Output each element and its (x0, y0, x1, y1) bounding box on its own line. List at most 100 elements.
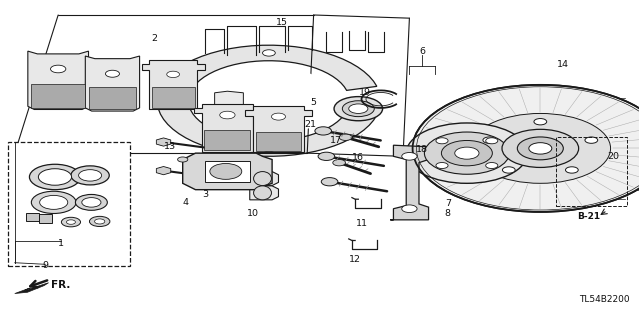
Polygon shape (141, 60, 205, 109)
Circle shape (342, 101, 374, 117)
Circle shape (177, 157, 188, 162)
Circle shape (339, 134, 352, 140)
Circle shape (31, 191, 76, 213)
Circle shape (38, 169, 72, 185)
Text: 16: 16 (352, 153, 364, 162)
Polygon shape (88, 87, 136, 109)
Circle shape (157, 139, 170, 145)
Text: 12: 12 (349, 255, 361, 264)
Circle shape (220, 111, 235, 119)
Circle shape (424, 132, 509, 174)
Polygon shape (157, 45, 377, 156)
Circle shape (29, 164, 81, 190)
Circle shape (90, 216, 110, 226)
Text: 4: 4 (183, 198, 189, 207)
Ellipse shape (253, 186, 271, 200)
Text: 7: 7 (445, 199, 451, 208)
Polygon shape (156, 167, 171, 175)
Text: 9: 9 (42, 261, 49, 271)
Text: 3: 3 (202, 190, 208, 199)
Polygon shape (31, 85, 85, 108)
Circle shape (40, 196, 68, 209)
Circle shape (402, 152, 417, 160)
Text: 13: 13 (164, 142, 176, 151)
Polygon shape (255, 132, 301, 151)
Polygon shape (250, 172, 278, 186)
Text: 15: 15 (276, 19, 288, 27)
Polygon shape (245, 106, 312, 152)
Polygon shape (85, 56, 140, 111)
Circle shape (321, 178, 338, 186)
Circle shape (566, 167, 578, 173)
Text: TL54B2200: TL54B2200 (579, 295, 630, 304)
Circle shape (517, 137, 563, 160)
Polygon shape (194, 104, 260, 152)
Polygon shape (250, 186, 278, 200)
Bar (39, 214, 52, 223)
Circle shape (436, 138, 448, 144)
Bar (556, 137, 627, 205)
Circle shape (157, 167, 170, 174)
Circle shape (486, 138, 498, 144)
Circle shape (95, 219, 105, 224)
Circle shape (61, 217, 81, 227)
Circle shape (210, 163, 242, 179)
Circle shape (442, 140, 492, 166)
Circle shape (529, 143, 552, 154)
Circle shape (406, 123, 527, 183)
Text: FR.: FR. (51, 280, 70, 290)
Circle shape (455, 147, 479, 159)
Circle shape (167, 71, 179, 78)
Circle shape (76, 195, 108, 210)
Text: 14: 14 (557, 60, 569, 69)
Text: 6: 6 (419, 47, 425, 56)
Circle shape (483, 137, 496, 143)
Circle shape (67, 220, 76, 224)
Bar (26, 212, 39, 221)
Text: B-21: B-21 (577, 212, 600, 221)
Circle shape (200, 67, 337, 135)
Text: 11: 11 (355, 219, 367, 227)
Text: 19: 19 (358, 88, 371, 97)
Polygon shape (390, 145, 429, 220)
Circle shape (334, 97, 383, 121)
Circle shape (436, 162, 448, 168)
Circle shape (71, 166, 109, 185)
Text: 5: 5 (310, 98, 317, 107)
Circle shape (315, 127, 332, 135)
Circle shape (413, 85, 640, 212)
Circle shape (82, 197, 101, 207)
Text: 2: 2 (151, 34, 157, 43)
Circle shape (262, 145, 275, 152)
Polygon shape (182, 153, 272, 190)
Polygon shape (15, 283, 49, 293)
Circle shape (318, 152, 335, 160)
Bar (8, 142, 130, 266)
Text: 10: 10 (247, 209, 259, 218)
Circle shape (79, 170, 102, 181)
Polygon shape (28, 51, 88, 109)
Circle shape (106, 70, 120, 77)
Polygon shape (152, 87, 195, 108)
Circle shape (502, 167, 515, 173)
Circle shape (349, 104, 368, 114)
Circle shape (262, 50, 275, 56)
Text: 20: 20 (608, 152, 620, 161)
Text: 1: 1 (58, 239, 65, 248)
Circle shape (402, 205, 417, 212)
Circle shape (51, 65, 66, 73)
Bar (205, 161, 250, 182)
Circle shape (585, 137, 598, 143)
Circle shape (271, 113, 285, 120)
Polygon shape (156, 138, 171, 146)
Circle shape (486, 162, 498, 168)
Polygon shape (214, 91, 243, 106)
Circle shape (534, 119, 547, 125)
Text: 21: 21 (305, 120, 316, 129)
Text: 8: 8 (445, 209, 451, 218)
Circle shape (166, 98, 179, 104)
Text: 18: 18 (416, 145, 428, 154)
Polygon shape (204, 130, 250, 150)
Circle shape (502, 129, 579, 167)
Circle shape (333, 160, 346, 166)
